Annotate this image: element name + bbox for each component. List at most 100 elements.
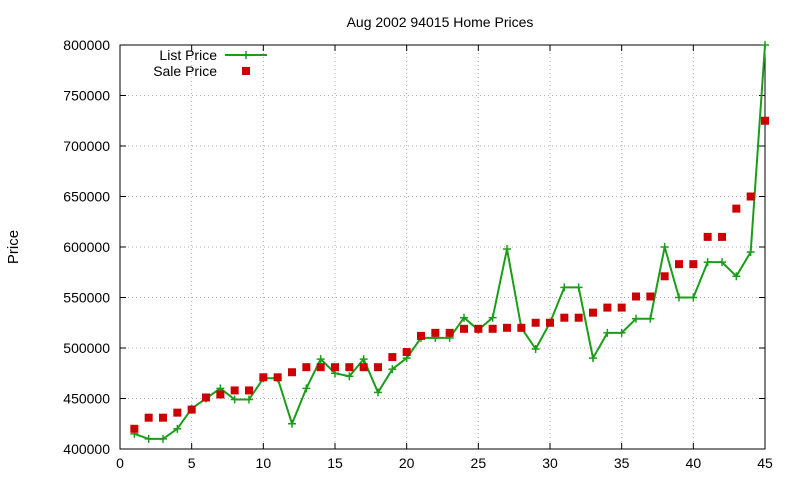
list-price-point — [732, 272, 741, 281]
list-price-point — [460, 313, 468, 322]
sale-price-point — [646, 292, 655, 301]
x-tick-label: 25 — [471, 455, 487, 471]
series-sale-price — [130, 116, 769, 433]
sale-price-point — [617, 303, 626, 312]
sale-price-point — [388, 353, 397, 362]
y-tick-label: 750000 — [63, 88, 110, 104]
y-tick-label: 800000 — [63, 37, 110, 53]
sale-price-point — [746, 192, 755, 201]
y-tick-label: 650000 — [63, 189, 110, 205]
chart-title: Aug 2002 94015 Home Prices — [347, 14, 534, 30]
legend-marker-square — [242, 67, 250, 75]
sale-price-point — [445, 328, 454, 337]
list-price-point — [689, 293, 698, 302]
sale-price-point — [359, 363, 368, 372]
y-tick-label: 400000 — [63, 441, 110, 457]
legend-label: List Price — [159, 47, 217, 63]
sale-price-point — [230, 386, 239, 395]
sale-price-point — [273, 373, 282, 382]
y-axis-label: Price — [5, 230, 22, 264]
sale-price-point — [589, 308, 597, 317]
series-list-price — [130, 41, 769, 443]
list-price-point — [603, 328, 612, 337]
list-price-point — [617, 328, 626, 337]
y-tick-label: 450000 — [63, 391, 110, 407]
sale-price-point — [603, 303, 612, 312]
sale-price-point — [488, 324, 497, 333]
sale-price-point — [574, 313, 583, 322]
sale-price-point — [216, 390, 225, 399]
sale-price-point — [245, 386, 253, 395]
sale-price-point — [632, 292, 640, 301]
list-price-point — [718, 258, 726, 267]
list-price-point — [173, 424, 182, 433]
x-tick-label: 0 — [116, 455, 124, 471]
list-price-point — [488, 313, 497, 322]
list-price-point — [503, 245, 511, 254]
sale-price-point — [345, 363, 354, 372]
sale-price-point — [302, 363, 311, 372]
list-price-point — [574, 283, 583, 292]
legend-marker-plus — [242, 51, 250, 59]
sale-price-point — [546, 318, 554, 327]
sale-price-point — [431, 328, 440, 337]
sale-price-point — [675, 260, 683, 269]
sale-price-point — [718, 232, 726, 241]
list-price-point — [159, 434, 167, 443]
sale-price-point — [417, 331, 425, 340]
series — [130, 41, 769, 443]
list-price-point — [374, 388, 382, 397]
sale-price-point — [460, 324, 468, 333]
list-price-point — [316, 355, 325, 364]
list-price-point — [632, 314, 640, 323]
y-tick-label: 500000 — [63, 340, 110, 356]
x-tick-label: 10 — [256, 455, 272, 471]
sale-price-point — [503, 323, 511, 332]
sale-price-point — [159, 413, 167, 422]
sale-price-point — [761, 116, 769, 125]
sale-price-point — [202, 393, 210, 402]
list-price-point — [675, 293, 683, 302]
list-price-point — [761, 41, 769, 49]
list-price-point — [144, 434, 153, 443]
list-price-point — [646, 314, 655, 323]
list-price-point — [359, 355, 368, 364]
sale-price-point — [689, 260, 698, 269]
x-tick-label: 40 — [686, 455, 702, 471]
sale-price-point — [517, 323, 526, 332]
list-price-point — [703, 258, 712, 267]
sale-price-point — [259, 373, 268, 382]
sale-price-point — [474, 324, 483, 333]
list-price-line — [133, 44, 766, 440]
y-tick-label: 600000 — [63, 239, 110, 255]
x-tick-label: 5 — [188, 455, 196, 471]
y-tick-label: 550000 — [63, 290, 110, 306]
x-axis-tick-labels: 0 5 10 15 20 25 30 35 40 45 — [116, 455, 773, 471]
list-price-point — [660, 243, 669, 251]
list-price-point — [345, 372, 354, 381]
sale-price-point — [732, 204, 741, 213]
list-price-point — [560, 283, 569, 292]
list-price-point — [245, 395, 253, 404]
x-tick-label: 30 — [542, 455, 558, 471]
sale-price-point — [288, 368, 296, 377]
sale-price-point — [560, 313, 569, 322]
x-tick-label: 15 — [327, 455, 343, 471]
list-price-point — [230, 395, 239, 404]
x-tick-label: 45 — [757, 455, 773, 471]
list-price-point — [388, 365, 397, 374]
x-tick-label: 35 — [614, 455, 630, 471]
sale-price-point — [130, 424, 139, 433]
list-price-point — [288, 419, 296, 428]
sale-price-point — [187, 405, 196, 414]
list-price-point — [531, 345, 540, 354]
sale-price-point — [703, 232, 712, 241]
y-axis-tick-labels: 400000 450000 500000 550000 600000 650000 7000… — [63, 37, 110, 457]
x-tick-label: 20 — [399, 455, 415, 471]
sale-price-point — [144, 413, 153, 422]
list-price-point — [302, 384, 311, 393]
sale-price-point — [402, 348, 411, 357]
list-price-point — [746, 248, 755, 257]
axis-ticks — [119, 44, 766, 450]
